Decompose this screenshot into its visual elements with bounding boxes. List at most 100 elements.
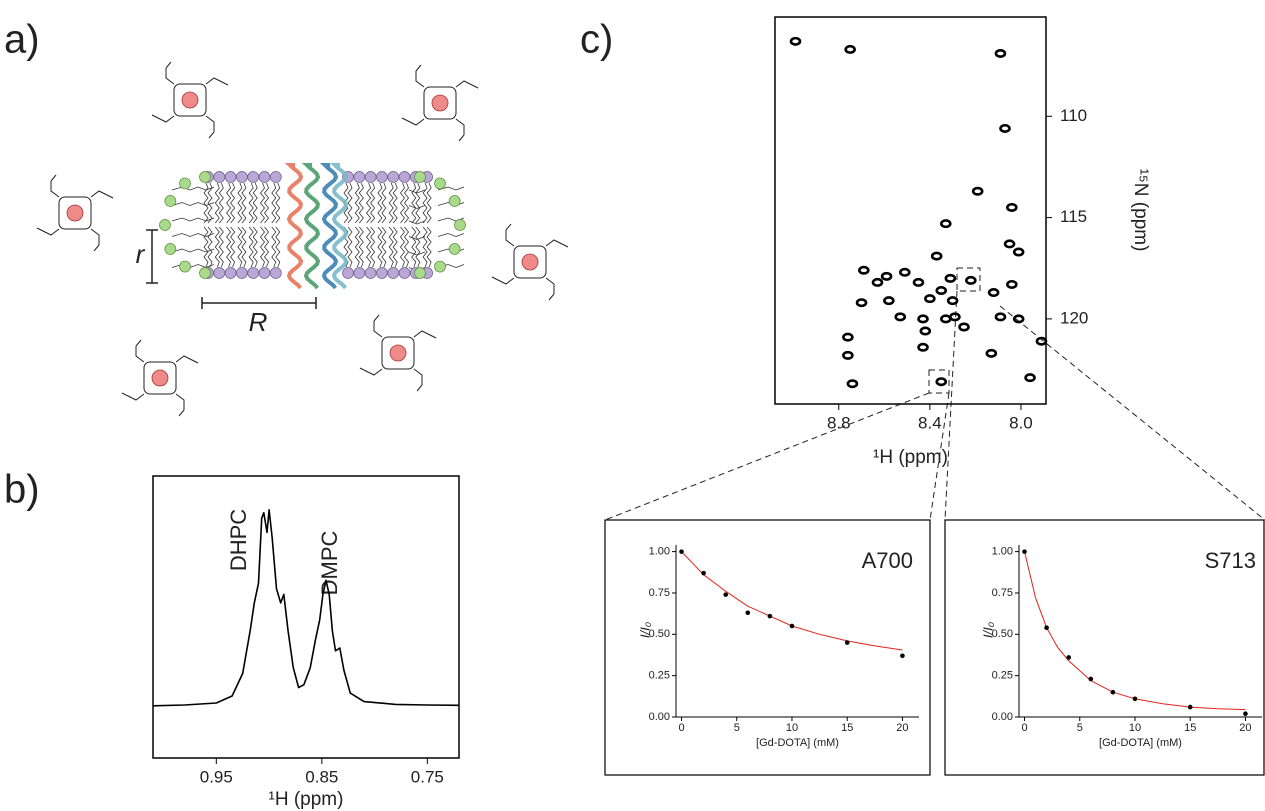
lipid-head xyxy=(387,171,400,183)
nmr-peak xyxy=(1035,336,1048,346)
lipid-tail xyxy=(366,182,376,224)
data-point xyxy=(723,592,729,597)
gd-dota xyxy=(151,61,229,139)
nmr-peak xyxy=(939,314,952,324)
y-tick-label: 0.25 xyxy=(649,670,670,682)
nmr-peak xyxy=(789,36,802,46)
plot-frame xyxy=(774,16,1047,405)
x-tick-label: 0 xyxy=(678,722,684,734)
lipid-tail xyxy=(354,182,364,224)
lipid-tail xyxy=(214,226,224,268)
lipid-tail xyxy=(388,226,398,268)
nmr-peak xyxy=(858,265,870,275)
lipid-head xyxy=(342,267,354,279)
nmr-peak xyxy=(935,377,948,387)
nmr-peak xyxy=(924,294,936,304)
lipid-head xyxy=(258,267,271,279)
nmr-peak xyxy=(842,332,854,342)
lipid-tail xyxy=(248,182,258,224)
lipid-head xyxy=(224,171,237,183)
nmr-peak xyxy=(987,288,1000,298)
lipid-tail xyxy=(399,182,410,224)
lipid-tail xyxy=(214,182,224,224)
x-tick-label: 5 xyxy=(734,722,740,734)
lipid-head xyxy=(224,267,237,279)
R-label: R xyxy=(249,307,268,337)
gd-dota xyxy=(491,223,569,301)
y-tick-label: 120 xyxy=(1060,308,1088,327)
y-tick-label: 110 xyxy=(1060,106,1087,125)
helix xyxy=(329,163,349,290)
data-point xyxy=(1132,696,1138,702)
lipid-head xyxy=(434,260,446,273)
lipid-tail xyxy=(171,186,465,194)
spectrum-line xyxy=(152,509,460,707)
lipid-head xyxy=(199,267,211,279)
x-tick-label: 10 xyxy=(786,722,798,734)
data-point xyxy=(844,640,850,645)
lipid-tail xyxy=(171,233,465,240)
data-point xyxy=(1088,676,1094,682)
data-point xyxy=(1022,549,1027,554)
lipid-tail xyxy=(171,217,465,225)
lipid-tail xyxy=(259,226,270,268)
lipid-head xyxy=(353,171,366,183)
lipid-head xyxy=(414,267,426,279)
lipid-head xyxy=(376,171,388,183)
nmr-peak xyxy=(846,379,859,389)
x-tick-label: 8.4 xyxy=(918,413,942,432)
lipid-tail xyxy=(377,226,387,268)
nmr-peak xyxy=(965,275,977,285)
lipid-tail xyxy=(411,226,421,268)
scale-bar xyxy=(146,229,317,309)
data-point xyxy=(900,653,905,659)
lipid-head xyxy=(247,171,260,183)
nmr-peak xyxy=(871,277,884,287)
lipid-tail xyxy=(237,226,247,268)
data-point xyxy=(1187,704,1193,710)
x-axis-label: [Gd-DOTA] (mM) xyxy=(756,737,839,749)
data-point xyxy=(679,549,684,554)
nmr-peak xyxy=(935,286,948,296)
lipid-head xyxy=(269,171,282,183)
gd-dota xyxy=(401,64,479,142)
x-tick-label: 0.75 xyxy=(411,767,444,786)
lipid-tail xyxy=(377,182,387,224)
nmr-peak xyxy=(919,326,932,336)
panel-label: a) xyxy=(4,18,40,62)
lipid-head xyxy=(414,171,426,183)
peak-annotation: DHPC xyxy=(226,509,251,571)
x-tick-label: 15 xyxy=(1184,722,1196,734)
gd-dota xyxy=(36,174,114,252)
lipid-head xyxy=(364,171,377,183)
y-tick-label: 0.25 xyxy=(992,670,1013,682)
lipid-head xyxy=(269,267,282,279)
lipid-tail xyxy=(248,226,258,268)
lipid-head xyxy=(213,171,226,183)
lipid-tail xyxy=(203,226,213,268)
x-tick-label: 15 xyxy=(841,722,853,734)
data-point xyxy=(1044,625,1049,630)
y-axis-label: I/I₀ xyxy=(637,621,652,638)
lipid-head xyxy=(247,267,260,279)
lipid-tail xyxy=(271,182,281,224)
nmr-peak xyxy=(899,267,911,277)
nmr-peak xyxy=(912,277,925,287)
x-tick-label: 20 xyxy=(896,722,908,734)
data-point xyxy=(767,613,773,619)
x-tick-label: 8.0 xyxy=(1009,413,1033,432)
nmr-peak xyxy=(917,314,929,324)
lipid-tail xyxy=(388,182,398,224)
helix xyxy=(284,163,304,290)
nmr-peak xyxy=(949,312,961,322)
panel-label: b) xyxy=(4,468,40,512)
nmr-peak xyxy=(1003,239,1016,249)
panel-frame xyxy=(604,519,931,776)
x-tick-label: 5 xyxy=(1077,722,1083,734)
lipid-head xyxy=(164,195,177,207)
lipid-tail xyxy=(422,182,432,224)
x-tick-label: 0.85 xyxy=(305,767,338,786)
lipid-head xyxy=(159,219,171,231)
lipid-head xyxy=(364,267,377,279)
fit-curve xyxy=(1024,551,1246,711)
